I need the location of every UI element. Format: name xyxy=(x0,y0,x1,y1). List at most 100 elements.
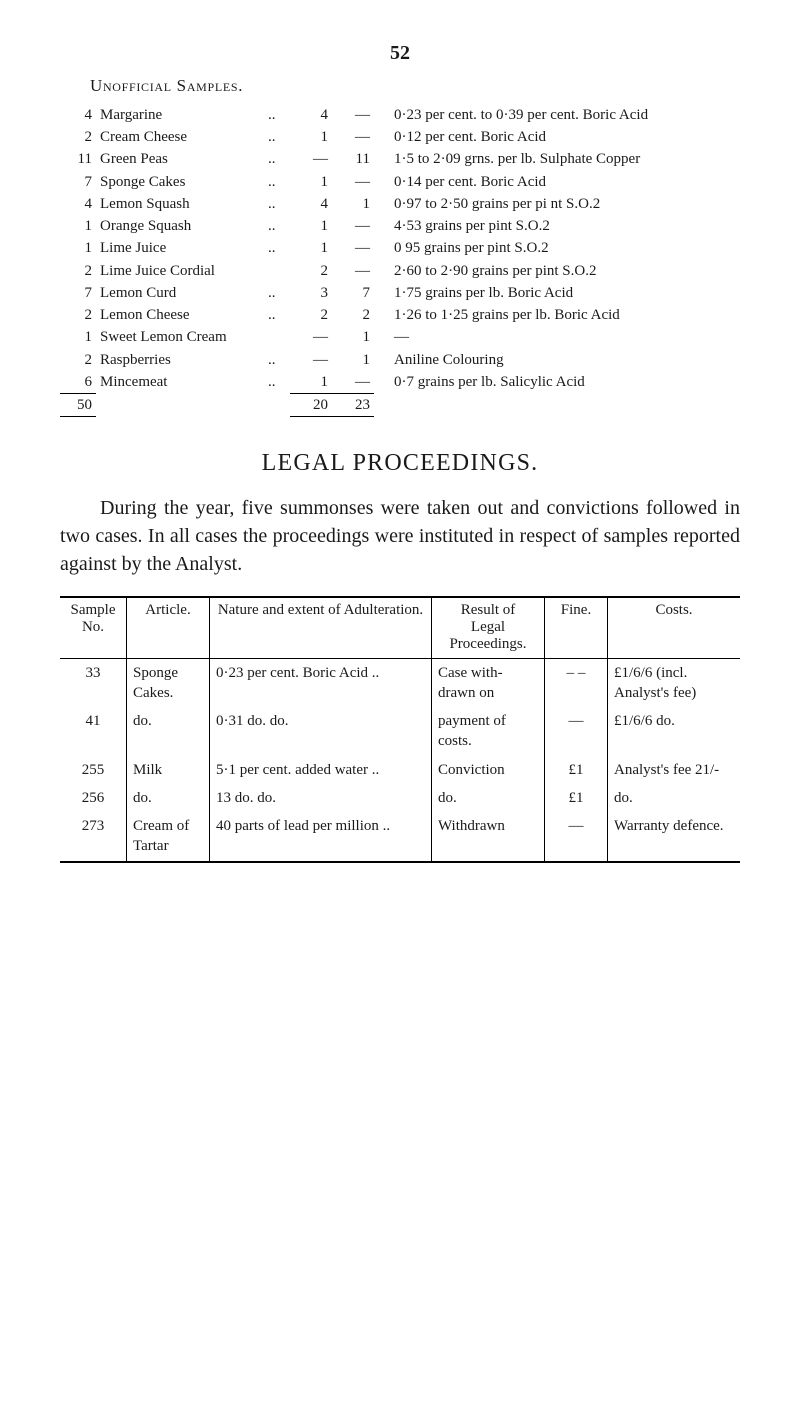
samples-colB: — xyxy=(332,237,374,259)
samples-colB: — xyxy=(332,126,374,148)
samples-dots: .. xyxy=(264,104,290,126)
proceedings-row: 256do.13 do. do.do.£1do. xyxy=(60,784,740,812)
unofficial-samples-heading: Unofficial Samples. xyxy=(90,75,740,98)
samples-dots: .. xyxy=(264,237,290,259)
samples-qty: 2 xyxy=(60,304,96,326)
samples-qty: 1 xyxy=(60,215,96,237)
proceedings-table: SampleNo. Article. Nature and extent of … xyxy=(60,596,740,863)
proc-article: Cream of Tartar xyxy=(127,812,210,862)
samples-desc: 0·97 to 2·50 grains per pi nt S.O.2 xyxy=(374,193,740,215)
proc-article: do. xyxy=(127,707,210,756)
samples-colA: 2 xyxy=(290,304,332,326)
proc-fine: — xyxy=(545,812,608,862)
samples-desc: 2·60 to 2·90 grains per pint S.O.2 xyxy=(374,260,740,282)
page-number: 52 xyxy=(60,40,740,67)
samples-colB: 7 xyxy=(332,282,374,304)
proc-sample-no: 33 xyxy=(60,658,127,707)
proc-article: Sponge Cakes. xyxy=(127,658,210,707)
samples-colA: — xyxy=(290,349,332,371)
samples-dots xyxy=(264,260,290,282)
samples-colB: — xyxy=(332,104,374,126)
proc-nature: 0·31 do. do. xyxy=(210,707,432,756)
samples-qty: 7 xyxy=(60,282,96,304)
proc-fine: £1 xyxy=(545,784,608,812)
samples-qty: 1 xyxy=(60,237,96,259)
samples-colB: — xyxy=(332,260,374,282)
samples-dots xyxy=(264,326,290,348)
samples-total-row: 50 2023 xyxy=(60,394,740,417)
samples-name: Raspberries xyxy=(96,349,264,371)
samples-qty: 1 xyxy=(60,326,96,348)
samples-qty: 4 xyxy=(60,193,96,215)
samples-name: Orange Squash xyxy=(96,215,264,237)
proc-sample-no: 255 xyxy=(60,756,127,784)
samples-row: 2Cream Cheese..1—0·12 per cent. Boric Ac… xyxy=(60,126,740,148)
samples-colB: 1 xyxy=(332,349,374,371)
page: 52 Unofficial Samples. 4Margarine..4—0·2… xyxy=(0,0,800,923)
samples-qty: 11 xyxy=(60,148,96,170)
samples-colB: — xyxy=(332,215,374,237)
proc-costs: £1/6/6 do. xyxy=(608,707,741,756)
samples-row: 1Orange Squash..1—4·53 grains per pint S… xyxy=(60,215,740,237)
proc-article: Milk xyxy=(127,756,210,784)
proc-sample-no: 256 xyxy=(60,784,127,812)
proc-costs: do. xyxy=(608,784,741,812)
proc-fine: – – xyxy=(545,658,608,707)
samples-row: 2Lime Juice Cordial2—2·60 to 2·90 grains… xyxy=(60,260,740,282)
proc-nature: 40 parts of lead per million .. xyxy=(210,812,432,862)
proceedings-row: 255Milk5·1 per cent. added water ..Convi… xyxy=(60,756,740,784)
samples-colB: 2 xyxy=(332,304,374,326)
samples-desc: 0 95 grains per pint S.O.2 xyxy=(374,237,740,259)
samples-colA: 1 xyxy=(290,126,332,148)
samples-dots: .. xyxy=(264,304,290,326)
samples-desc: 1·5 to 2·09 grns. per lb. Sulphate Coppe… xyxy=(374,148,740,170)
samples-name: Margarine xyxy=(96,104,264,126)
samples-dots: .. xyxy=(264,349,290,371)
col-fine: Fine. xyxy=(545,597,608,658)
samples-name: Sponge Cakes xyxy=(96,171,264,193)
samples-desc: — xyxy=(374,326,740,348)
samples-colA: 1 xyxy=(290,215,332,237)
proc-article: do. xyxy=(127,784,210,812)
samples-colB: 11 xyxy=(332,148,374,170)
samples-total-b: 23 xyxy=(332,394,374,417)
samples-row: 6Mincemeat..1—0·7 grains per lb. Salicyl… xyxy=(60,371,740,394)
proceedings-header-row: SampleNo. Article. Nature and extent of … xyxy=(60,597,740,658)
proc-result: Withdrawn xyxy=(432,812,545,862)
col-sample: SampleNo. xyxy=(60,597,127,658)
samples-row: 2Raspberries..—1Aniline Colouring xyxy=(60,349,740,371)
samples-colA: 1 xyxy=(290,371,332,394)
proc-fine: £1 xyxy=(545,756,608,784)
samples-colA: 4 xyxy=(290,104,332,126)
col-result: Result ofLegalProceedings. xyxy=(432,597,545,658)
proceedings-row: 41do.0·31 do. do.payment of costs.—£1/6/… xyxy=(60,707,740,756)
samples-qty: 2 xyxy=(60,126,96,148)
proc-costs: Warranty defence. xyxy=(608,812,741,862)
samples-total-qty: 50 xyxy=(60,394,96,417)
proc-sample-no: 41 xyxy=(60,707,127,756)
samples-dots: .. xyxy=(264,126,290,148)
samples-name: Lime Juice xyxy=(96,237,264,259)
col-article: Article. xyxy=(127,597,210,658)
unofficial-samples-table: 4Margarine..4—0·23 per cent. to 0·39 per… xyxy=(60,104,740,418)
proc-nature: 0·23 per cent. Boric Acid .. xyxy=(210,658,432,707)
samples-row: 11Green Peas..—111·5 to 2·09 grns. per l… xyxy=(60,148,740,170)
samples-colB: 1 xyxy=(332,193,374,215)
samples-row: 7Lemon Curd..371·75 grains per lb. Boric… xyxy=(60,282,740,304)
samples-row: 2Lemon Cheese..221·26 to 1·25 grains per… xyxy=(60,304,740,326)
samples-desc: 4·53 grains per pint S.O.2 xyxy=(374,215,740,237)
proc-result: payment of costs. xyxy=(432,707,545,756)
samples-name: Lemon Curd xyxy=(96,282,264,304)
samples-colA: 4 xyxy=(290,193,332,215)
samples-desc: 0·7 grains per lb. Salicylic Acid xyxy=(374,371,740,394)
proceedings-row: 33Sponge Cakes.0·23 per cent. Boric Acid… xyxy=(60,658,740,707)
samples-qty: 4 xyxy=(60,104,96,126)
samples-colA: 2 xyxy=(290,260,332,282)
samples-qty: 2 xyxy=(60,260,96,282)
samples-row: 4Lemon Squash..410·97 to 2·50 grains per… xyxy=(60,193,740,215)
samples-name: Cream Cheese xyxy=(96,126,264,148)
proc-result: Case with-drawn on xyxy=(432,658,545,707)
samples-row: 1Lime Juice..1—0 95 grains per pint S.O.… xyxy=(60,237,740,259)
samples-name: Mincemeat xyxy=(96,371,264,394)
samples-total-a: 20 xyxy=(290,394,332,417)
